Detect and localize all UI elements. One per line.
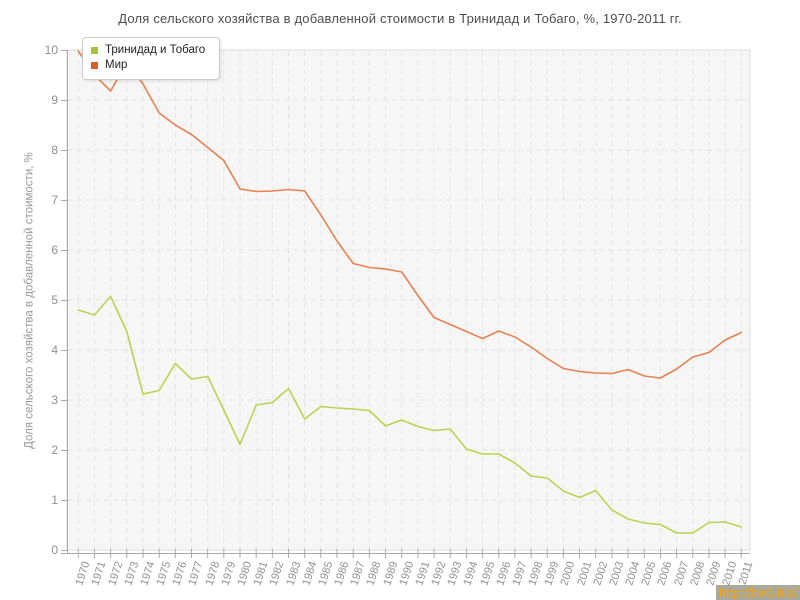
y-tick-label: 9	[51, 93, 58, 107]
legend-label-world: Мир	[105, 59, 128, 71]
legend-label-trinidad: Тринидад и Тобаго	[105, 44, 206, 56]
y-tick-label: 3	[51, 393, 58, 407]
y-tick-label: 5	[51, 293, 58, 307]
series-line-1	[77, 50, 743, 379]
chart-title: Доля сельского хозяйства в добавленной с…	[118, 11, 682, 26]
y-tick-label: 8	[51, 143, 58, 157]
y-tick-label: 7	[51, 193, 58, 207]
y-tick-label: 6	[51, 243, 58, 257]
y-tick-label: 1	[51, 493, 58, 507]
y-tick-label: 0	[51, 543, 58, 557]
legend-item-trinidad: Тринидад и Тобаго	[91, 43, 205, 58]
y-tick-label: 10	[44, 43, 58, 57]
legend-marker-trinidad-icon	[91, 47, 98, 54]
legend-item-world: Мир	[91, 58, 205, 73]
y-tick-label: 2	[51, 443, 58, 457]
watermark: http://be5.biz/	[715, 585, 800, 600]
y-tick-label: 4	[51, 343, 58, 357]
legend: Тринидад и Тобаго Мир	[82, 37, 221, 80]
legend-marker-world-icon	[91, 62, 98, 69]
series-line-0	[77, 295, 743, 534]
